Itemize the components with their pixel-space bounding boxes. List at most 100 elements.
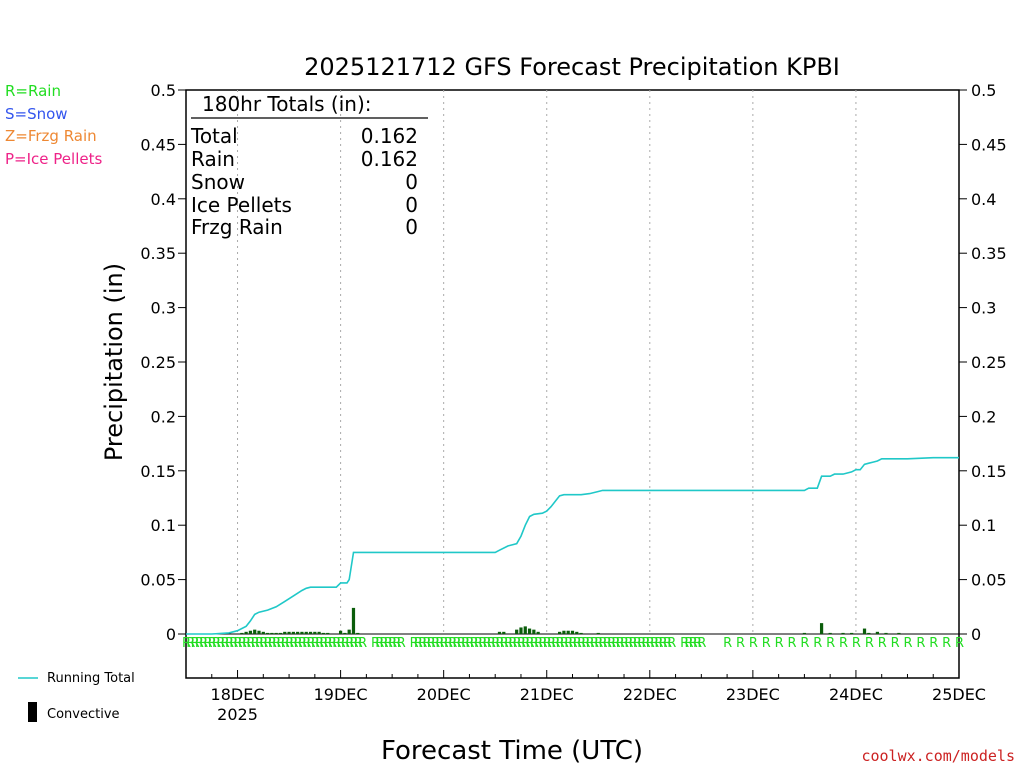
convective-bar-11: [287, 631, 291, 634]
precip-type-mark-127: R: [878, 636, 887, 651]
precip-type-mark-84: R: [560, 636, 569, 651]
y-tick-label-right-5: 0.25: [971, 353, 1007, 372]
precip-type-mark-38: R: [345, 636, 354, 651]
convective-bar-46: [862, 628, 867, 634]
precip-type-mark-93: R: [599, 636, 608, 651]
convective-bar-35: [562, 630, 566, 634]
y-tick-label-right-0: 0: [971, 625, 981, 644]
precip-type-mark-64: R: [474, 636, 483, 651]
precip-type-mark-41: R: [358, 636, 367, 651]
precip-type-mark-78: R: [534, 636, 543, 651]
chart-title: 2025121712 GFS Forecast Precipitation KP…: [304, 53, 840, 81]
y-axis-left: 0 0.05 0.1 0.15 0.2 0.25 0.3 0.35 0.4 0.45 0.5: [140, 81, 186, 644]
convective-bar-6: [265, 632, 270, 634]
precip-type-mark-21: R: [272, 636, 281, 651]
y-tick-label-left-7: 0.35: [140, 244, 176, 263]
precip-type-mark-54: R: [431, 636, 440, 651]
legend-ice-pellets: P=Ice Pellets: [5, 150, 102, 168]
precip-type-mark-56: R: [440, 636, 449, 651]
precip-type-mark-47: R: [392, 636, 401, 651]
precip-type-mark-62: R: [465, 636, 474, 651]
precip-type-mark-99: R: [624, 636, 633, 651]
precip-type-mark-83: R: [556, 636, 565, 651]
precip-type-mark-50: R: [414, 636, 423, 651]
precip-type-mark-48: R: [397, 636, 406, 651]
precip-type-mark-22: R: [276, 636, 285, 651]
convective-bar-47: [867, 632, 871, 634]
precip-type-mark-31: R: [315, 636, 324, 651]
convective-bar-29: [519, 627, 523, 634]
convective-bar-19: [321, 632, 326, 634]
precip-type-mark-42: R: [371, 636, 380, 651]
precip-type-mark-59: R: [453, 636, 462, 651]
convective-bar-15: [304, 631, 308, 634]
convective-bar-36: [566, 630, 570, 634]
precip-type-mark-33: R: [324, 636, 333, 651]
convective-bar-22: [343, 632, 347, 634]
precip-type-mark-104: R: [646, 636, 655, 651]
precip-type-mark-44: R: [380, 636, 389, 651]
legend-frzg-rain: Z=Frzg Rain: [5, 127, 97, 145]
precip-type-mark-4: R: [199, 636, 208, 651]
convective-bar-38: [575, 631, 579, 634]
legend-snow: S=Snow: [5, 105, 68, 123]
convective-bar-12: [291, 631, 295, 634]
precip-type-mark-119: R: [775, 636, 784, 651]
precip-type-mark-90: R: [586, 636, 595, 651]
precip-type-mark-122: R: [813, 636, 822, 651]
convective-bar-37: [570, 630, 575, 634]
precip-type-mark-60: R: [457, 636, 466, 651]
precip-type-mark-61: R: [461, 636, 470, 651]
y-tick-label-right-4: 0.2: [971, 407, 996, 426]
precip-type-mark-51: R: [418, 636, 427, 651]
precip-type-mark-120: R: [788, 636, 797, 651]
convective-bar-39: [579, 632, 583, 634]
convective-bar-3: [253, 629, 257, 634]
precip-type-mark-82: R: [551, 636, 560, 651]
precip-type-mark-67: R: [487, 636, 496, 651]
precip-type-mark-19: R: [264, 636, 273, 651]
y-axis-label: Precipitation (in): [100, 263, 128, 461]
convective-bar-27: [502, 631, 506, 634]
precip-type-mark-106: R: [654, 636, 663, 651]
convective-bar-48: [875, 631, 880, 634]
convective-bar-24: [351, 607, 356, 634]
precip-type-mark-11: R: [229, 636, 238, 651]
y-tick-label-left-3: 0.15: [140, 462, 176, 481]
precip-type-mark-25: R: [289, 636, 298, 651]
precip-type-mark-20: R: [268, 636, 277, 651]
precip-type-mark-6: R: [208, 636, 217, 651]
precip-type-mark-17: R: [255, 636, 264, 651]
x-tick-sublabel-0: 2025: [217, 705, 258, 724]
precip-type-mark-23: R: [281, 636, 290, 651]
convective-bar-43: [828, 632, 832, 634]
precip-type-mark-85: R: [564, 636, 573, 651]
precip-type-mark-73: R: [513, 636, 522, 651]
precip-type-mark-111: R: [684, 636, 693, 651]
precip-type-mark-76: R: [526, 636, 535, 651]
y-tick-label-left-4: 0.2: [151, 407, 176, 426]
precip-type-mark-91: R: [590, 636, 599, 651]
y-tick-label-right-8: 0.4: [971, 190, 996, 209]
convective-bar-4: [257, 630, 261, 634]
convective-legend-swatch: [28, 702, 37, 722]
x-tick-label-0: 18DEC: [211, 685, 265, 704]
totals-label-snow: Snow: [191, 170, 245, 194]
precip-type-mark-130: R: [916, 636, 925, 651]
convective-bar-16: [308, 631, 313, 634]
x-tick-label-7: 25DEC: [932, 685, 986, 704]
precip-type-mark-125: R: [852, 636, 861, 651]
x-tick-label-6: 24DEC: [829, 685, 883, 704]
precip-type-mark-45: R: [384, 636, 393, 651]
precip-type-mark-52: R: [422, 636, 431, 651]
precip-type-mark-109: R: [667, 636, 676, 651]
x-tick-label-5: 23DEC: [726, 685, 780, 704]
y-tick-label-right-7: 0.35: [971, 244, 1007, 263]
precip-type-mark-116: R: [736, 636, 745, 651]
precip-type-mark-100: R: [629, 636, 638, 651]
precip-type-mark-65: R: [478, 636, 487, 651]
precip-type-mark-1: R: [186, 636, 195, 651]
x-tick-label-3: 21DEC: [520, 685, 574, 704]
precip-type-mark-63: R: [470, 636, 479, 651]
precip-type-mark-9: R: [221, 636, 230, 651]
